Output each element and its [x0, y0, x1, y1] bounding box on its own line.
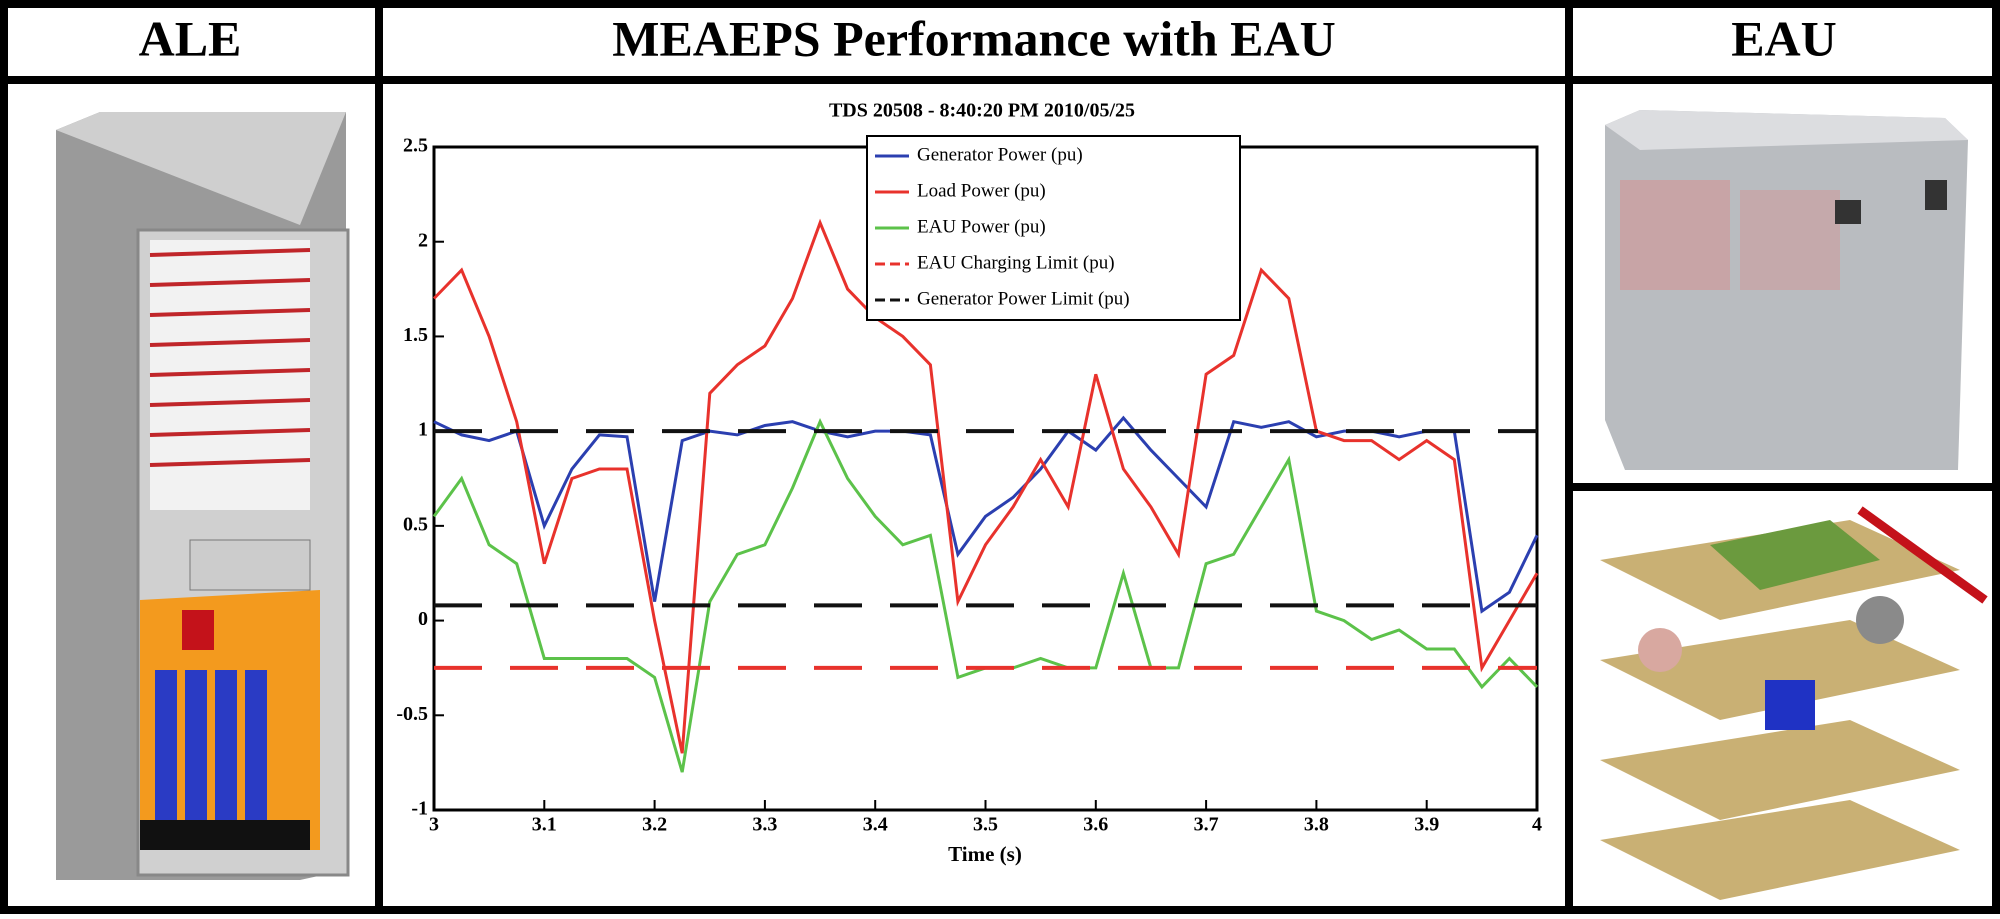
x-tick-label: 3.3	[752, 814, 777, 836]
cabinet-floor	[140, 820, 310, 850]
x-tick-label: 3	[429, 814, 439, 836]
box-lid	[1605, 110, 1968, 150]
block	[1765, 680, 1815, 730]
legend-label: Generator Power Limit (pu)	[917, 288, 1130, 309]
inductor	[1638, 628, 1682, 672]
battery-cells	[155, 670, 267, 830]
x-tick-label: 3.8	[1304, 814, 1329, 836]
busbar	[1857, 506, 1988, 604]
legend-label: EAU Power (pu)	[917, 216, 1046, 237]
x-tick-label: 4	[1532, 814, 1542, 836]
converter	[189, 539, 311, 591]
x-tick-label: 3.6	[1083, 814, 1108, 836]
series-line	[432, 218, 1539, 754]
shelves	[149, 248, 311, 467]
x-tick-label: 3.7	[1194, 814, 1219, 836]
plot-lines	[432, 218, 1539, 773]
x-tick-label: 3.1	[532, 814, 557, 836]
board-bottom	[1600, 800, 1960, 900]
x-tick-label: 3.5	[973, 814, 998, 836]
y-tick-label: 1	[418, 419, 428, 441]
x-tick-label: 3.9	[1414, 814, 1439, 836]
legend-label: EAU Charging Limit (pu)	[917, 252, 1115, 273]
y-tick-label: -0.5	[396, 703, 428, 725]
legend-label: Load Power (pu)	[917, 180, 1046, 201]
connector	[1925, 180, 1947, 210]
header-middle: MEAEPS Performance with EAU	[612, 10, 1336, 66]
series-line	[432, 418, 1539, 773]
cabinet-top	[56, 112, 346, 225]
eau-photo	[1605, 110, 1968, 470]
ale-illustration	[56, 112, 350, 880]
header-left: ALE	[139, 10, 242, 66]
legend-box	[866, 135, 1241, 321]
y-tick-label: 2	[418, 229, 428, 251]
y-tick-label: 1.5	[403, 324, 428, 346]
board-mid	[1600, 620, 1960, 720]
connector	[1835, 200, 1861, 224]
relay	[182, 610, 214, 650]
x-tick-label: 3.2	[642, 814, 667, 836]
reflection	[1740, 190, 1840, 290]
pcb	[1710, 520, 1880, 590]
chart-title: TDS 20508 - 8:40:20 PM 2010/05/25	[829, 100, 1135, 122]
legend-label: Generator Power (pu)	[917, 144, 1083, 165]
header-right: EAU	[1731, 10, 1837, 66]
x-axis-label: Time (s)	[948, 842, 1022, 866]
y-tick-label: -1	[411, 798, 428, 820]
eau-cad	[1600, 506, 1988, 900]
x-tick-label: 3.4	[863, 814, 888, 836]
y-tick-label: 2.5	[403, 135, 428, 157]
y-tick-label: 0.5	[403, 513, 428, 535]
reflection	[1620, 180, 1730, 290]
board-low	[1600, 720, 1960, 820]
capacitor	[1856, 596, 1904, 644]
series-line	[433, 415, 1539, 614]
y-tick-label: 0	[418, 608, 428, 630]
